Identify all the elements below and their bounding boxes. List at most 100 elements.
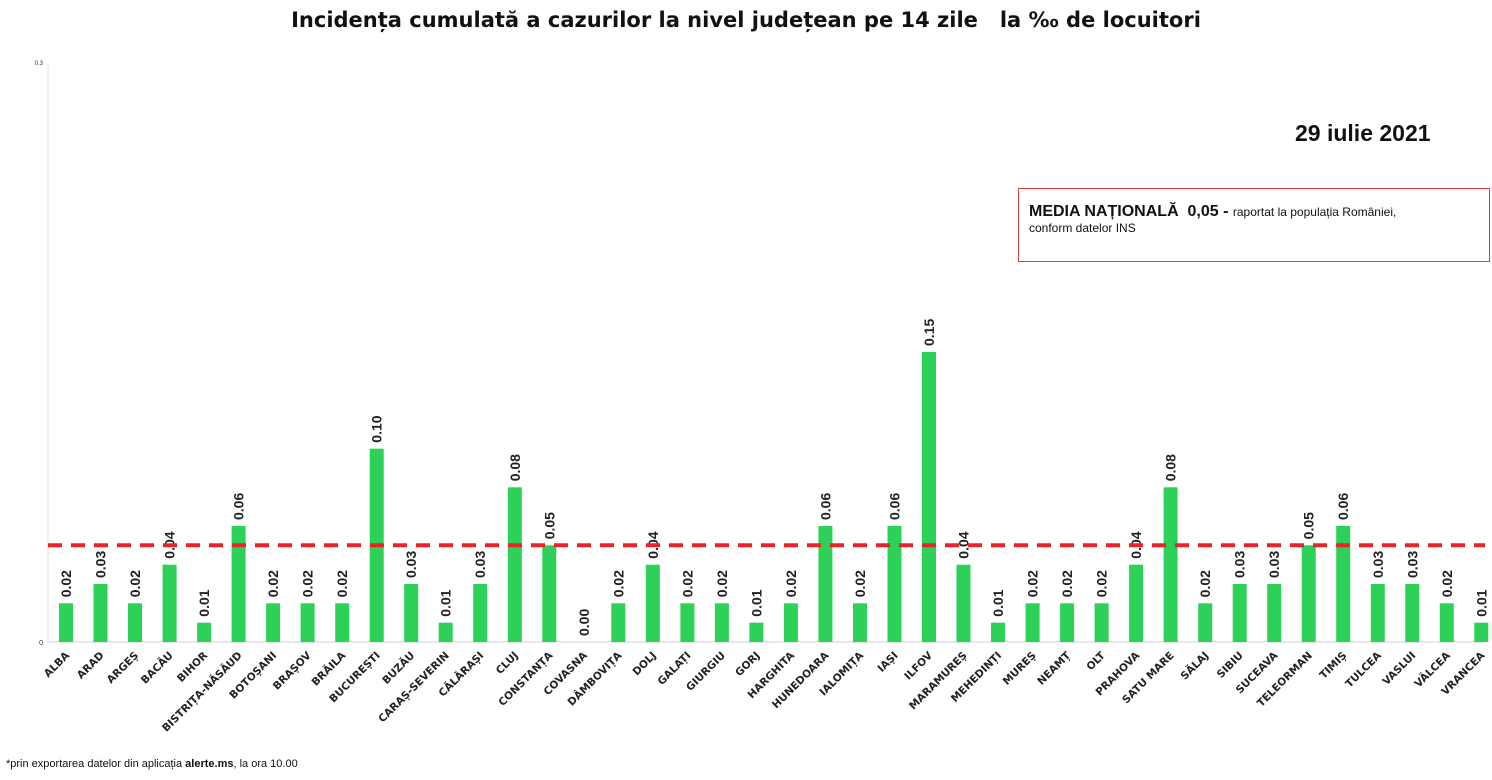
- bar-neamț: [1060, 603, 1075, 642]
- media-label: MEDIA NAȚIONALĂ: [1029, 203, 1179, 220]
- national-average-box: MEDIA NAȚIONALĂ 0,05 - raportat la popul…: [1018, 188, 1490, 262]
- bar-iași: [887, 526, 902, 642]
- bars-group: [59, 352, 1489, 642]
- value-label-tulcea: 0.03: [1370, 551, 1386, 578]
- value-label-dâmbovița: 0.02: [610, 570, 626, 597]
- bar-arad: [93, 584, 108, 642]
- bar-prahova: [1129, 564, 1144, 642]
- x-tick-label-dolj: DOLJ: [630, 650, 658, 678]
- value-label-neamț: 0.02: [1059, 570, 1075, 597]
- value-label-iași: 0.06: [887, 493, 903, 520]
- date-label: 29 iulie 2021: [1295, 120, 1431, 146]
- bar-caraș-severin: [438, 622, 453, 642]
- bar-vâlcea: [1439, 603, 1454, 642]
- value-label-caraș-severin: 0.01: [438, 589, 454, 616]
- y-tick-top: 0.3: [35, 61, 44, 67]
- bar-vaslui: [1405, 584, 1420, 642]
- value-label-sălaj: 0.02: [1197, 570, 1213, 597]
- bar-constanța: [542, 545, 557, 642]
- value-label-argeș: 0.02: [127, 570, 143, 597]
- value-label-buzău: 0.03: [403, 551, 419, 578]
- bar-dolj: [645, 564, 660, 642]
- bar-alba: [59, 603, 73, 642]
- bar-tulcea: [1370, 584, 1385, 642]
- value-label-maramureș: 0.04: [956, 531, 972, 558]
- bar-gorj: [749, 622, 764, 642]
- bar-sibiu: [1232, 584, 1247, 642]
- x-tick-label-arad: ARAD: [75, 649, 107, 681]
- x-tick-label-timiș: TIMIȘ: [1318, 650, 1350, 682]
- bar-galați: [680, 603, 695, 642]
- bar-mehedinți: [991, 622, 1005, 642]
- bar-botoșani: [266, 603, 281, 642]
- media-note-line1: raportat la populația României,: [1232, 205, 1397, 219]
- value-label-vaslui: 0.03: [1404, 551, 1420, 578]
- value-label-mehedinți: 0.01: [990, 589, 1006, 616]
- x-tick-label-cluj: CLUJ: [494, 650, 521, 677]
- bar-bacău: [162, 564, 177, 642]
- bar-ialomița: [853, 603, 867, 642]
- x-tick-label-bacău: BACĂU: [138, 649, 176, 687]
- media-note-line2: conform datelor INS: [1029, 221, 1136, 235]
- value-label-bistrița-năsăud: 0.06: [231, 493, 247, 520]
- footnote-prefix: *prin exportarea datelor din aplicația: [6, 758, 186, 770]
- value-label-vâlcea: 0.02: [1439, 570, 1455, 597]
- bar-bistrița-năsăud: [231, 526, 246, 642]
- chart-title: Incidența cumulată a cazurilor la nivel …: [291, 8, 1201, 32]
- value-label-teleorman: 0.05: [1301, 512, 1317, 539]
- bar-sălaj: [1198, 603, 1213, 642]
- value-label-botoșani: 0.02: [265, 570, 281, 597]
- x-tick-label-neamț: NEAMȚ: [1035, 649, 1074, 688]
- x-tick-label-olt: OLT: [1084, 649, 1108, 673]
- x-tick-label-tulcea: TULCEA: [1343, 649, 1384, 690]
- value-label-mureș: 0.02: [1025, 570, 1041, 597]
- value-label-covasna: 0.00: [576, 609, 592, 636]
- y-tick-zero: 0: [39, 640, 43, 647]
- bar-mureș: [1025, 603, 1040, 642]
- x-tick-label-mureș: MUREȘ: [1001, 650, 1039, 688]
- footnote-suffix: , la ora 10.00: [233, 758, 298, 770]
- value-label-timiș: 0.06: [1335, 493, 1351, 520]
- x-tick-label-bihor: BIHOR: [175, 650, 210, 685]
- bar-teleorman: [1301, 545, 1316, 642]
- bar-călărași: [473, 584, 488, 642]
- value-label-constanța: 0.05: [541, 512, 557, 539]
- bar-suceava: [1267, 584, 1282, 642]
- value-label-satu-mare: 0.08: [1163, 454, 1179, 481]
- bar-buzău: [404, 584, 419, 642]
- value-labels-group: 0.02 0.03 0.02 0.04 0.01 0.06 0.02 0.02 0.02 0.10…: [58, 319, 1489, 636]
- bar-cluj: [507, 487, 522, 642]
- value-label-bucurești: 0.10: [369, 415, 385, 442]
- value-label-călărași: 0.03: [472, 551, 488, 578]
- bar-satu-mare: [1163, 487, 1178, 642]
- value-label-arad: 0.03: [93, 551, 109, 578]
- value-label-cluj: 0.08: [507, 454, 523, 481]
- value-label-vrancea: 0.01: [1473, 589, 1489, 616]
- x-tick-label-alba: ALBA: [42, 649, 73, 680]
- x-tick-label-sălaj: SĂLAJ: [1178, 649, 1212, 683]
- bar-hunedoara: [818, 526, 833, 642]
- x-tick-label-gorj: GORJ: [733, 650, 762, 679]
- value-label-brăila: 0.02: [334, 570, 350, 597]
- bar-bihor: [197, 622, 212, 642]
- x-tick-label-ilfov: ILFOV: [902, 649, 936, 683]
- x-tick-label-brașov: BRAȘOV: [271, 649, 314, 692]
- value-label-brașov: 0.02: [300, 570, 316, 597]
- x-tick-label-iași: IAȘI: [876, 650, 901, 675]
- bar-giurgiu: [714, 603, 729, 642]
- bar-olt: [1094, 603, 1109, 642]
- bar-brașov: [300, 603, 315, 642]
- x-tick-label-argeș: ARGEȘ: [105, 650, 141, 686]
- value-label-suceava: 0.03: [1266, 551, 1282, 578]
- value-label-galați: 0.02: [679, 570, 695, 597]
- bar-argeș: [128, 603, 142, 642]
- bar-vrancea: [1474, 622, 1489, 642]
- value-label-harghita: 0.02: [783, 570, 799, 597]
- bar-timiș: [1336, 526, 1351, 642]
- bar-maramureș: [956, 564, 971, 642]
- footnote: *prin exportarea datelor din aplicația a…: [6, 758, 298, 770]
- bar-brăila: [335, 603, 350, 642]
- value-label-giurgiu: 0.02: [714, 570, 730, 597]
